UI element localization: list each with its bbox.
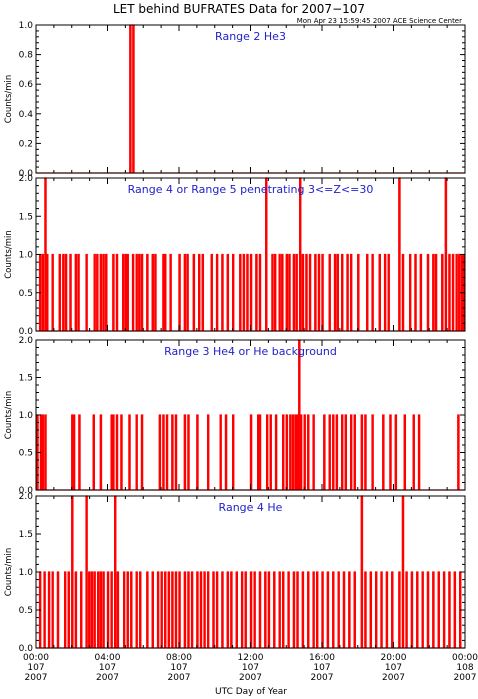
panel-4: 0.0 0.5 1.0 1.5 2.0 Counts/min Range 4 He xyxy=(4,492,466,654)
y-tick-label: 1.0 xyxy=(19,21,34,31)
x-tick-year-label: 2007 xyxy=(96,673,119,683)
x-tick-doy-label: 107 xyxy=(170,663,187,673)
x-tick-year-label: 2007 xyxy=(168,673,191,683)
x-tick-time-label: 00:00 xyxy=(23,653,49,663)
y-tick-label: 0.0 xyxy=(19,327,34,337)
y-tick-label: 0.5 xyxy=(19,449,33,459)
x-tick-year-label: 2007 xyxy=(239,673,262,683)
y-tick-label: 2.0 xyxy=(19,336,34,346)
y-tick-label: 0.2 xyxy=(19,139,33,149)
x-axis-labels: 00:00107200704:00107200708:00107200712:0… xyxy=(23,653,478,683)
y-tick-label: 1.0 xyxy=(19,251,34,261)
y-tick-label: 0.5 xyxy=(19,289,33,299)
y-tick-label: 0.0 xyxy=(19,486,34,496)
x-tick-year-label: 2007 xyxy=(311,673,334,683)
panel-title: Range 4 He xyxy=(219,501,283,514)
x-tick-time-label: 16:00 xyxy=(309,653,335,663)
y-axis-title: Counts/min xyxy=(4,548,14,597)
y-tick-label: 0.5 xyxy=(19,606,33,616)
x-tick-doy-label: 107 xyxy=(99,663,116,673)
y-axis-title: Counts/min xyxy=(4,75,14,124)
x-tick-doy-label: 107 xyxy=(385,663,402,673)
x-axis-title: UTC Day of Year xyxy=(215,687,287,697)
x-tick-time-label: 12:00 xyxy=(238,653,264,663)
y-tick-label: 0.6 xyxy=(19,80,34,90)
x-tick-doy-label: 108 xyxy=(456,663,473,673)
panel-title: Range 2 He3 xyxy=(215,30,286,43)
plot-frame xyxy=(35,24,466,174)
x-tick-time-label: 00:00 xyxy=(452,653,478,663)
x-tick-time-label: 20:00 xyxy=(381,653,407,663)
y-tick-label: 1.0 xyxy=(19,568,34,578)
x-tick-year-label: 2007 xyxy=(454,673,477,683)
y-axis-title: Counts/min xyxy=(4,230,14,279)
y-tick-label: 1.5 xyxy=(19,374,33,384)
y-tick-label: 1.0 xyxy=(19,411,34,421)
y-tick-label: 0.0 xyxy=(19,644,34,654)
x-tick-doy-label: 107 xyxy=(27,663,44,673)
y-tick-label: 0.0 xyxy=(19,169,34,179)
x-tick-year-label: 2007 xyxy=(382,673,405,683)
y-tick-label: 0.8 xyxy=(19,51,34,61)
y-axis-title: Counts/min xyxy=(4,391,14,440)
panel-2: 0.0 0.5 1.0 1.5 2.0 Counts/min Range 4 or Rang… xyxy=(4,174,466,337)
x-tick-doy-label: 107 xyxy=(313,663,330,673)
x-tick-time-label: 04:00 xyxy=(95,653,121,663)
x-tick-time-label: 08:00 xyxy=(166,653,192,663)
figure-title: LET behind BUFRATES Data for 2007−107 xyxy=(113,2,365,16)
y-tick-label: 0.4 xyxy=(19,110,34,120)
x-tick-year-label: 2007 xyxy=(25,673,48,683)
x-tick-doy-label: 107 xyxy=(242,663,259,673)
panel-title: Range 4 or Range 5 penetrating 3<=Z<=30 xyxy=(128,183,374,196)
y-tick-label: 2.0 xyxy=(19,492,34,502)
y-tick-label: 1.5 xyxy=(19,212,33,222)
panel-3: 0.0 0.5 1.0 1.5 2.0 Counts/min Range 3 He4 or … xyxy=(4,336,466,496)
panel-1: 0.0 0.2 0.4 0.6 0.8 1.0 Counts/min Range 2 He3 xyxy=(4,21,466,179)
y-tick-label: 1.5 xyxy=(19,530,33,540)
panel-title: Range 3 He4 or He background xyxy=(164,345,337,358)
series-line xyxy=(36,24,465,174)
timestamp: Mon Apr 23 15:59:45 2007 ACE Science Cen… xyxy=(297,17,462,25)
y-tick-label: 2.0 xyxy=(19,174,34,184)
